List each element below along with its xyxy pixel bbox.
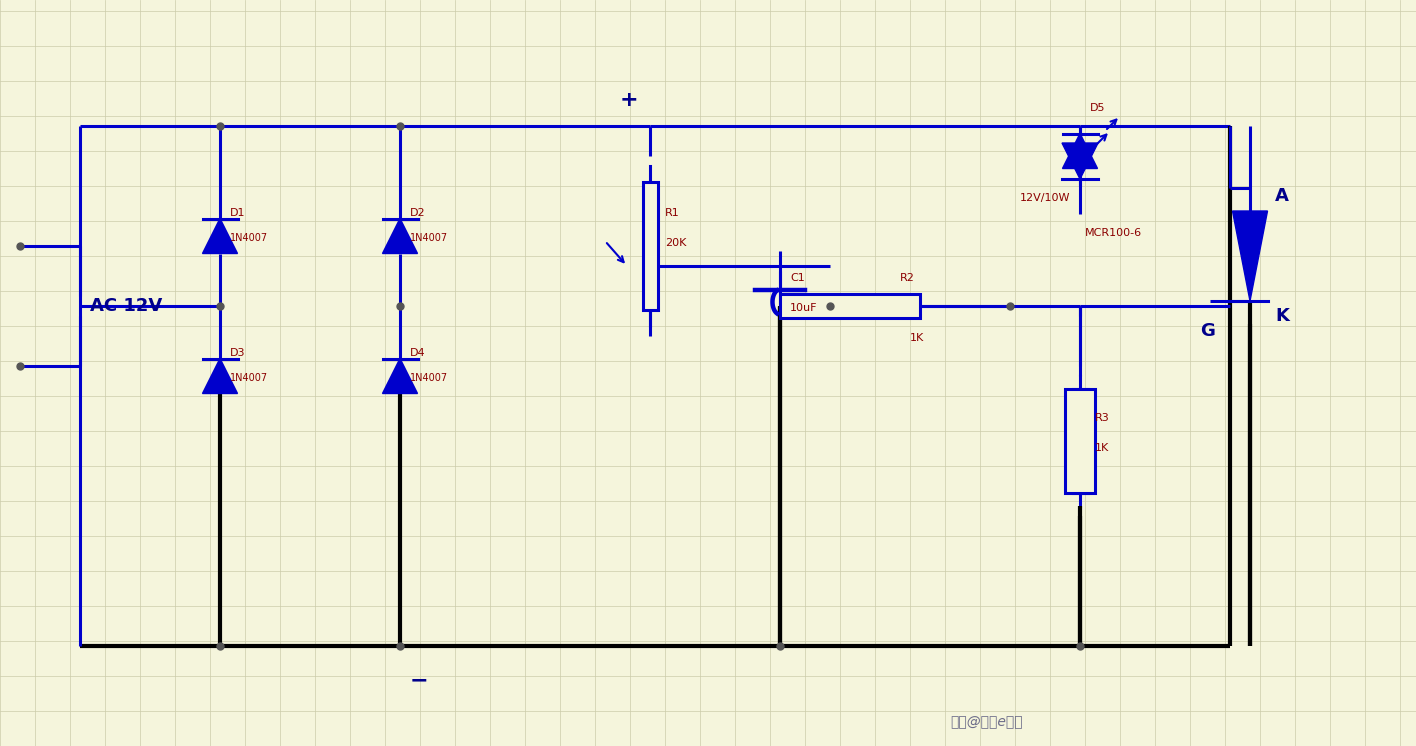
Text: AC 12V: AC 12V	[91, 297, 163, 315]
Polygon shape	[382, 219, 418, 254]
Polygon shape	[1232, 211, 1267, 301]
Text: D3: D3	[229, 348, 245, 358]
Text: MCR100-6: MCR100-6	[1085, 228, 1143, 238]
Text: D1: D1	[229, 208, 245, 218]
Polygon shape	[1062, 143, 1097, 179]
Text: 1N4007: 1N4007	[229, 373, 268, 383]
Text: +: +	[620, 90, 639, 110]
Text: 1N4007: 1N4007	[411, 233, 447, 243]
Text: G: G	[1199, 322, 1215, 340]
Text: 1K: 1K	[1095, 443, 1109, 453]
Text: A: A	[1274, 187, 1289, 205]
Text: −: −	[411, 670, 429, 690]
Text: 1N4007: 1N4007	[411, 373, 447, 383]
Polygon shape	[202, 359, 238, 393]
Text: 10uF: 10uF	[790, 303, 817, 313]
Text: 1N4007: 1N4007	[229, 233, 268, 243]
Text: 头条@创客e工坊: 头条@创客e工坊	[950, 715, 1022, 729]
Text: D4: D4	[411, 348, 426, 358]
Text: C1: C1	[790, 273, 804, 283]
Text: K: K	[1274, 307, 1289, 325]
Text: 20K: 20K	[666, 238, 687, 248]
Polygon shape	[382, 359, 418, 393]
Text: 1K: 1K	[910, 333, 925, 343]
Text: R3: R3	[1095, 413, 1110, 423]
Text: R2: R2	[901, 273, 915, 283]
Bar	[643, 182, 657, 310]
Text: D2: D2	[411, 208, 426, 218]
Text: 12V/10W: 12V/10W	[1020, 193, 1070, 203]
Polygon shape	[202, 219, 238, 254]
Polygon shape	[1062, 134, 1097, 169]
Bar	[780, 294, 920, 318]
Bar	[1065, 389, 1095, 493]
Bar	[1072, 389, 1087, 493]
Text: D5: D5	[1090, 103, 1106, 113]
Text: R1: R1	[666, 208, 680, 218]
